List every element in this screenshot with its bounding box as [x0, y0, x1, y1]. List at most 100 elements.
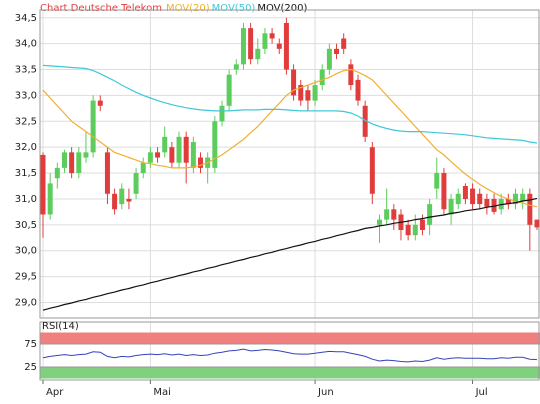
x-tick-label: Jun: [317, 387, 334, 398]
y-tick-label: 33,0: [15, 90, 37, 101]
plot-border: [39, 9, 540, 319]
moving-average-line: [42, 68, 538, 208]
candle-body: [505, 198, 511, 205]
y-tick-label: 31,5: [15, 168, 37, 179]
rsi-line: [42, 348, 538, 363]
candle-body: [119, 188, 125, 205]
candle-body: [448, 198, 454, 215]
candle-body: [341, 38, 347, 49]
candle-body: [369, 147, 375, 194]
candle-body: [348, 64, 354, 86]
candle-body: [169, 147, 175, 163]
candle-body: [47, 183, 53, 215]
upper-zone: [40, 332, 540, 344]
candle-body: [376, 219, 382, 225]
y-tick-label: 30,0: [15, 246, 37, 257]
x-tick-label: Mai: [153, 387, 171, 398]
candle-body: [198, 157, 204, 168]
candle-body: [384, 209, 390, 220]
candle-body: [97, 100, 103, 106]
y-tick-label: 32,0: [15, 142, 37, 153]
candle-body: [155, 152, 161, 158]
legend: Chart Deutsche Telekom MOV(20) MOV(50) MOV(…: [40, 3, 307, 14]
candle-body: [133, 173, 139, 194]
x-tick-label: Apr: [46, 387, 64, 398]
candle-body: [427, 204, 433, 225]
candle-body: [126, 198, 132, 202]
candle-body: [69, 152, 75, 174]
candle-body: [190, 142, 196, 168]
candle-body: [90, 100, 96, 153]
y-tick-label: 34,0: [15, 39, 37, 50]
y-tick-label: 32,5: [15, 116, 37, 127]
candle-body: [491, 198, 497, 212]
candle-body: [276, 43, 282, 49]
x-tick-label: Jul: [475, 387, 488, 398]
candle-body: [219, 105, 225, 122]
candle-body: [248, 28, 254, 60]
y-tick-label: 31,0: [15, 194, 37, 205]
candle-body: [298, 85, 304, 101]
y-tick-label: 30,5: [15, 220, 37, 231]
legend-entry: MOV(50): [212, 3, 256, 14]
y-tick-label: 29,5: [15, 272, 37, 283]
y-tick-label: 75: [24, 339, 37, 350]
lower-zone: [40, 367, 540, 379]
candle-body: [104, 152, 110, 194]
candle-body: [391, 209, 397, 220]
y-tick-label: 25: [24, 362, 37, 373]
candle-body: [462, 186, 468, 199]
moving-average-line: [42, 64, 538, 144]
candle-body: [326, 48, 332, 70]
candle-body: [83, 152, 89, 158]
candle-body: [162, 136, 168, 153]
candle-body: [183, 136, 189, 163]
candle-body: [140, 162, 146, 174]
candle-body: [40, 154, 46, 215]
candle-body: [112, 193, 118, 210]
legend-entry: MOV(200): [257, 3, 307, 14]
candle-body: [527, 193, 533, 225]
plot-border: [39, 321, 540, 381]
y-tick-label: 29,0: [15, 297, 37, 308]
candle-body: [212, 121, 218, 168]
candle-body: [176, 136, 182, 163]
candle-body: [470, 188, 476, 205]
candle-body: [441, 173, 447, 210]
candle-body: [255, 48, 261, 60]
candle-body: [405, 224, 411, 236]
candle-body: [520, 193, 526, 202]
candle-body: [262, 33, 268, 49]
candle-body: [291, 69, 297, 96]
candle-body: [477, 193, 483, 205]
candle-body: [283, 22, 289, 70]
legend-title: Chart Deutsche Telekom: [40, 3, 162, 14]
candle-body: [513, 193, 519, 205]
candle-body: [434, 173, 440, 189]
candle-body: [305, 90, 311, 101]
candle-body: [312, 85, 318, 101]
y-tick-label: 34,5: [15, 13, 37, 24]
candle-body: [419, 219, 425, 230]
moving-average-line: [42, 197, 538, 311]
candle-body: [226, 74, 232, 106]
candle-body: [61, 152, 67, 168]
candle-body: [455, 193, 461, 205]
candle-body: [484, 198, 490, 207]
candle-body: [147, 152, 153, 163]
candle-body: [412, 224, 418, 236]
candle-body: [76, 152, 82, 174]
candle-body: [319, 69, 325, 86]
candle-body: [269, 33, 275, 39]
candle-body: [334, 48, 340, 54]
candle-body: [362, 105, 368, 137]
candle-body: [534, 219, 540, 228]
candle-body: [233, 64, 239, 70]
legend-entry: MOV(20): [166, 3, 210, 14]
y-tick-label: 33,5: [15, 65, 37, 76]
candle-body: [54, 167, 60, 179]
candle-body: [355, 79, 361, 101]
panel-title: RSI(14): [42, 321, 79, 332]
candle-body: [240, 28, 246, 65]
